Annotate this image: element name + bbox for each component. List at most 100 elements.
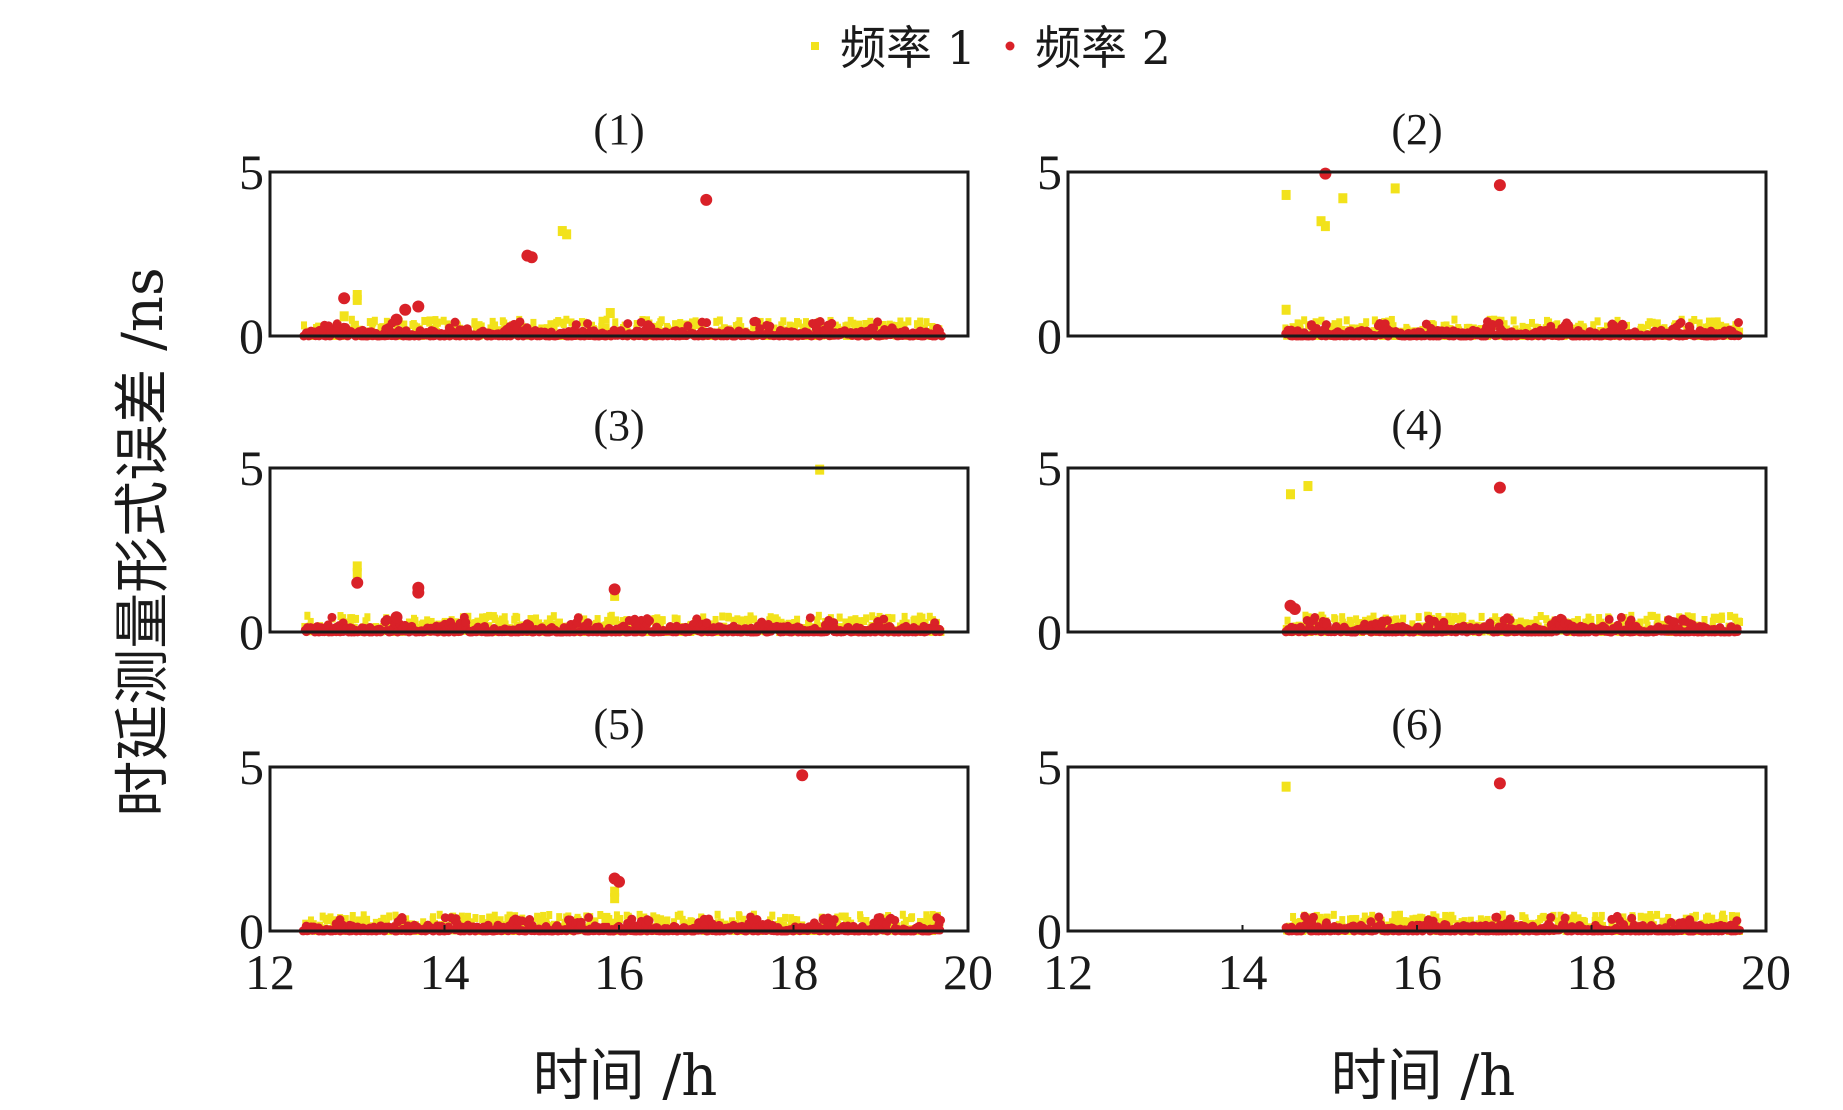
band-point-freq1 [1301,316,1308,325]
band-point-freq2 [890,915,900,925]
band-point-freq1 [1581,917,1588,926]
band-point-freq2 [645,616,655,626]
band-point-freq1 [603,315,610,324]
data-point-freq2 [399,303,412,316]
band-point-freq1 [1443,321,1450,330]
band-point-freq1 [713,317,720,326]
band-point-freq1 [1535,919,1542,928]
data-point-freq1 [352,567,362,578]
band-point-freq1 [786,321,793,330]
panel-1: (1)05 [239,105,970,364]
band-point-freq1 [1447,617,1454,626]
band-point-freq2 [936,915,946,925]
data-point-freq2 [412,586,425,599]
band-point-freq1 [546,615,553,624]
band-point-freq1 [767,613,774,622]
y-tick-label: 5 [1037,144,1062,200]
band-point-freq2 [584,913,594,923]
plot-area [270,468,968,632]
band-point-freq1 [546,911,553,920]
band-point-freq1 [401,320,408,329]
x-axis-label-left: 时间 /h [533,1044,718,1109]
band-point-freq1 [1528,619,1535,628]
band-point-freq1 [530,318,537,327]
band-point-freq1 [420,619,427,628]
band-point-freq1 [772,614,779,623]
band-point-freq1 [1510,316,1517,325]
band-point-freq1 [1458,612,1465,621]
band-point-freq1 [788,914,795,923]
band-point-freq1 [747,614,754,623]
plot-area [1068,468,1766,632]
panel-4: (4)05 [1037,401,1768,660]
band-point-freq1 [1290,912,1297,921]
band-point-freq1 [1343,316,1350,325]
band-point-freq1 [550,612,557,621]
band-point-freq1 [1649,318,1656,327]
data-point-freq1 [610,886,620,897]
band-point-freq1 [852,615,859,624]
band-point-freq1 [352,320,359,329]
band-point-freq1 [1496,616,1503,625]
band-point-freq1 [1594,916,1601,925]
band-point-freq1 [610,918,617,927]
band-point-freq1 [349,614,356,623]
band-point-freq1 [814,616,821,625]
y-tick-label: 5 [239,739,264,795]
band-point-freq1 [553,318,560,327]
band-point-freq1 [885,614,892,623]
band-point-freq1 [664,916,671,925]
band-point-freq1 [327,913,334,922]
panel-3: (3)05 [239,401,970,660]
band-point-freq1 [1727,612,1734,621]
band-point-freq2 [644,916,654,926]
band-point-freq2 [1618,321,1628,331]
band-point-freq1 [421,316,428,325]
band-point-freq1 [806,621,813,630]
band-point-freq1 [1646,318,1653,327]
band-point-freq1 [751,322,758,331]
band-point-freq1 [617,914,624,923]
band-point-freq1 [360,911,367,920]
band-point-freq1 [1331,320,1338,329]
data-point-freq1 [601,912,611,923]
band-point-freq1 [560,320,567,329]
panel-title: (2) [1391,105,1442,154]
band-point-freq1 [1645,916,1652,925]
band-point-freq1 [301,321,308,330]
band-point-freq1 [1478,612,1485,621]
band-point-freq1 [1574,616,1581,625]
plot-area [1068,767,1766,931]
band-point-freq1 [1312,318,1319,327]
band-point-freq2 [879,614,889,624]
band-point-freq1 [842,912,849,921]
band-point-freq2 [829,915,839,925]
band-point-freq1 [1443,912,1450,921]
band-point-freq1 [850,620,857,629]
band-point-freq2 [461,617,471,627]
band-point-freq1 [929,910,936,919]
band-point-freq1 [869,612,876,621]
band-point-freq2 [1505,615,1515,625]
band-point-freq1 [926,612,933,621]
band-point-freq1 [1689,613,1696,622]
band-point-freq1 [380,914,387,923]
band-point-freq1 [1353,914,1360,923]
band-point-freq1 [1596,614,1603,623]
plot-area [270,172,968,336]
band-point-freq1 [1445,612,1452,621]
band-point-freq2 [702,318,712,328]
data-point-freq2 [1288,603,1301,616]
band-point-freq1 [1554,320,1561,329]
plot-frame [268,466,970,634]
band-point-freq1 [598,322,605,331]
data-point-freq1 [339,311,349,322]
band-point-freq1 [1537,612,1544,621]
band-point-freq1 [581,615,588,624]
band-point-freq2 [827,318,837,328]
band-point-freq2 [573,613,583,623]
y-tick-label: 5 [1037,440,1062,496]
band-point-freq1 [1388,315,1395,324]
data-point-freq2 [525,251,538,264]
